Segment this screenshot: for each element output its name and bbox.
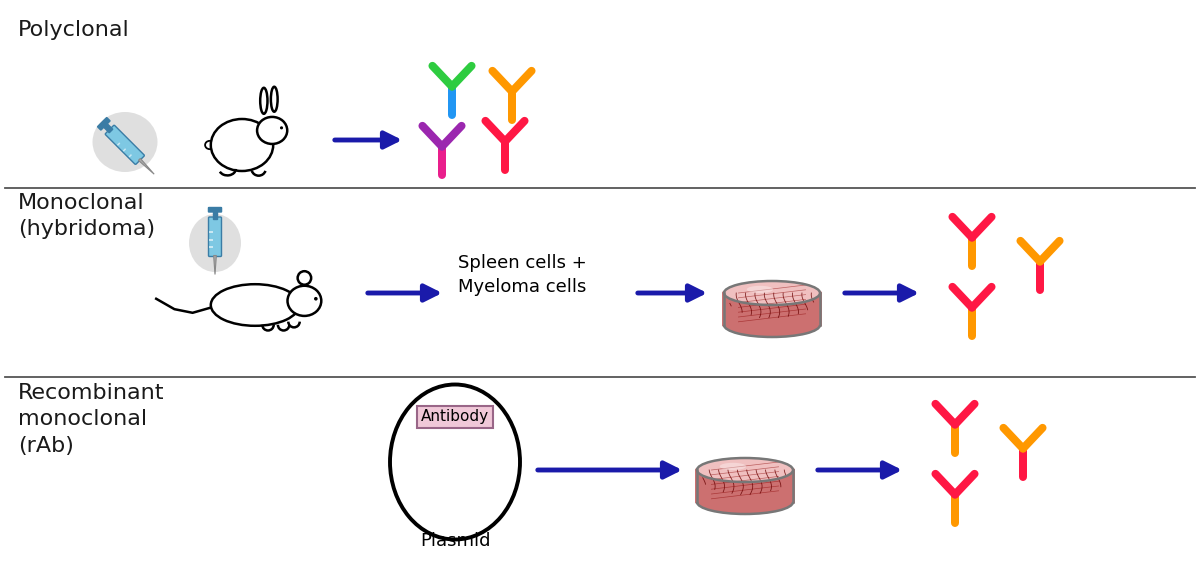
Text: Spleen cells +
Myeloma cells: Spleen cells + Myeloma cells	[458, 254, 587, 297]
Ellipse shape	[390, 385, 520, 540]
FancyBboxPatch shape	[102, 122, 113, 133]
Polygon shape	[122, 148, 126, 151]
Polygon shape	[210, 246, 212, 248]
Polygon shape	[128, 154, 132, 158]
Ellipse shape	[257, 117, 287, 144]
Polygon shape	[210, 239, 212, 241]
Polygon shape	[116, 142, 120, 146]
Ellipse shape	[298, 271, 311, 285]
Ellipse shape	[288, 286, 322, 316]
Ellipse shape	[697, 490, 793, 514]
FancyBboxPatch shape	[212, 210, 217, 219]
FancyBboxPatch shape	[722, 291, 822, 327]
Ellipse shape	[190, 214, 241, 272]
Ellipse shape	[260, 88, 268, 114]
Text: Recombinant
monoclonal
(rAb): Recombinant monoclonal (rAb)	[18, 383, 164, 456]
Polygon shape	[214, 255, 216, 275]
FancyBboxPatch shape	[97, 118, 110, 130]
FancyBboxPatch shape	[695, 468, 796, 504]
Text: Monoclonal
(hybridoma): Monoclonal (hybridoma)	[18, 193, 155, 240]
Ellipse shape	[271, 87, 277, 112]
Ellipse shape	[697, 458, 793, 482]
FancyBboxPatch shape	[106, 125, 144, 164]
Polygon shape	[138, 158, 154, 174]
FancyBboxPatch shape	[209, 207, 222, 212]
Text: Polyclonal: Polyclonal	[18, 20, 130, 40]
Ellipse shape	[211, 119, 274, 171]
Text: Plasmid: Plasmid	[420, 532, 491, 550]
Ellipse shape	[314, 297, 318, 301]
Ellipse shape	[92, 112, 157, 172]
Text: Antibody: Antibody	[421, 410, 490, 424]
Ellipse shape	[746, 286, 773, 293]
Ellipse shape	[724, 313, 820, 337]
FancyBboxPatch shape	[209, 217, 222, 257]
Ellipse shape	[280, 127, 283, 129]
Polygon shape	[210, 232, 212, 233]
Ellipse shape	[724, 281, 820, 305]
Ellipse shape	[205, 141, 215, 149]
Ellipse shape	[720, 463, 746, 470]
Ellipse shape	[211, 284, 299, 326]
